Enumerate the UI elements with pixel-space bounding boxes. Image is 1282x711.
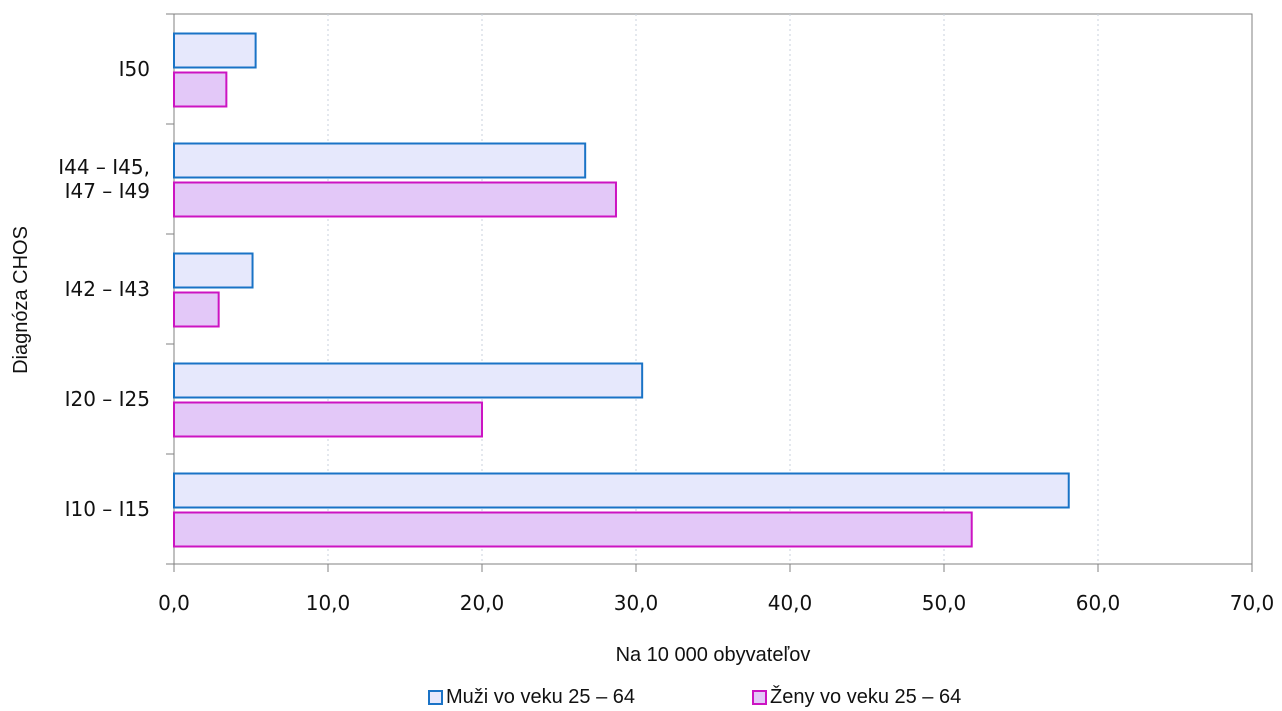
legend: Muži vo veku 25 – 64 Ženy vo veku 25 – 6… [0,684,1282,710]
y-category-label: I10 – I15 [65,497,150,521]
x-tick-label: 0,0 [158,591,190,615]
legend-item-women: Ženy vo veku 25 – 64 [752,684,961,710]
y-axis-title: Diagnóza CHOS [10,226,32,374]
bar-men [173,32,257,69]
plot-area [173,13,1253,565]
x-tick-label: 30,0 [614,591,659,615]
bar-women [173,401,483,438]
legend-swatch-women [752,689,767,705]
bar-women [173,71,228,108]
x-tick-label: 40,0 [768,591,813,615]
x-axis-title: Na 10 000 obyvateľov [616,644,811,666]
y-category-label: I20 – I25 [65,387,150,411]
legend-swatch-men [428,689,443,705]
x-tick-label: 60,0 [1076,591,1121,615]
bar-women [173,291,220,328]
bars [173,32,1070,548]
bar-men [173,362,644,399]
gridlines [327,14,1099,564]
legend-label-men: Muži vo veku 25 – 64 [446,685,635,708]
y-category-label: I42 – I43 [65,277,150,301]
x-tick-label: 50,0 [922,591,967,615]
bar-men [173,472,1070,509]
bar-men [173,252,254,289]
bar-men [173,142,587,179]
legend-label-women: Ženy vo veku 25 – 64 [770,685,962,708]
bar-women [173,181,617,218]
x-tick-label: 10,0 [306,591,351,615]
axes: 0,0 10,0 20,0 30,0 40,0 50,0 60,0 70,0 I50 I44 – … [58,13,1275,615]
x-tick-label: 70,0 [1230,591,1275,615]
y-category-label: I50 [119,57,150,81]
bar-women [173,511,973,548]
x-tick-label: 20,0 [460,591,505,615]
y-category-label: I44 – I45, I47 – I49 [58,155,150,203]
legend-item-men: Muži vo veku 25 – 64 [428,684,635,710]
